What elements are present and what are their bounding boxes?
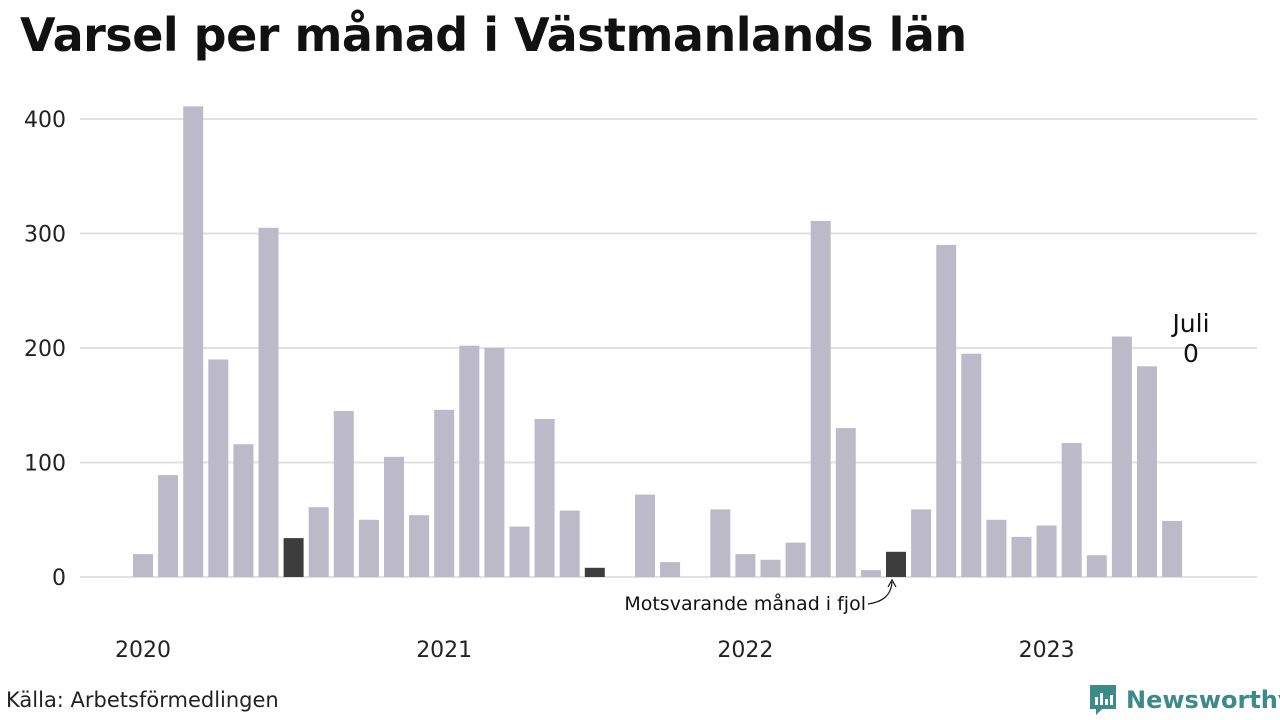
- current-month-label: Juli: [1170, 309, 1209, 338]
- bars: [133, 106, 1183, 578]
- x-year-label: 2021: [416, 638, 472, 663]
- bar: [810, 220, 831, 577]
- bar: [860, 570, 881, 577]
- bar: [735, 554, 756, 577]
- bar: [358, 519, 379, 578]
- bar: [1086, 555, 1107, 577]
- bar: [434, 409, 455, 577]
- y-tick-label: 100: [24, 452, 66, 477]
- bar: [1162, 520, 1183, 577]
- bar: [133, 554, 153, 577]
- bar: [986, 519, 1007, 578]
- bar-highlighted: [886, 551, 906, 577]
- x-axis-year-labels: 2020 2021 2022 2023: [115, 638, 1075, 663]
- x-year-label: 2020: [115, 638, 171, 663]
- bar: [333, 411, 354, 577]
- newsworthy-logo: Newsworthy: [1088, 684, 1280, 716]
- bar: [785, 542, 806, 577]
- bar: [660, 562, 681, 577]
- bar: [559, 510, 580, 577]
- bar: [484, 348, 505, 577]
- bar: [384, 456, 404, 577]
- newsworthy-logo-icon: [1090, 685, 1116, 715]
- bar: [534, 419, 555, 577]
- y-tick-label: 200: [24, 337, 66, 362]
- bar: [1111, 336, 1132, 577]
- bar: [233, 444, 254, 577]
- y-tick-label: 400: [24, 108, 66, 133]
- bar: [509, 526, 530, 577]
- previous-year-arrow: [867, 581, 893, 605]
- y-axis-ticks: 0 100 200 300 400: [24, 108, 66, 591]
- bar: [158, 475, 179, 577]
- chart-title: Varsel per månad i Västmanlands län: [20, 8, 967, 62]
- bar: [459, 345, 480, 577]
- bar: [258, 227, 279, 578]
- bar-highlighted: [283, 538, 304, 577]
- x-year-label: 2022: [717, 638, 773, 663]
- brand-name: Newsworthy: [1126, 686, 1280, 714]
- bar: [835, 428, 856, 577]
- bar: [760, 559, 781, 577]
- bar: [1137, 366, 1157, 577]
- bar: [183, 106, 204, 578]
- bar: [409, 515, 430, 577]
- y-tick-label: 300: [24, 223, 66, 248]
- source-note: Källa: Arbetsförmedlingen: [6, 688, 279, 712]
- bar: [1011, 536, 1032, 577]
- bar: [308, 507, 329, 577]
- bar: [208, 359, 229, 577]
- previous-year-label: Motsvarande månad i fjol: [624, 592, 866, 615]
- bar-highlighted: [584, 567, 605, 577]
- x-year-label: 2023: [1019, 638, 1075, 663]
- bar: [911, 509, 932, 577]
- y-tick-label: 0: [52, 566, 66, 591]
- current-value-label: 0: [1183, 339, 1199, 368]
- bar: [635, 494, 655, 577]
- annotations: Juli 0 Motsvarande månad i fjol: [624, 309, 1209, 615]
- bar: [1036, 525, 1057, 577]
- bar: [1061, 443, 1082, 577]
- bar: [961, 353, 982, 577]
- bar: [710, 509, 731, 577]
- bar: [936, 244, 957, 577]
- previous-year-arrowhead: [887, 578, 897, 588]
